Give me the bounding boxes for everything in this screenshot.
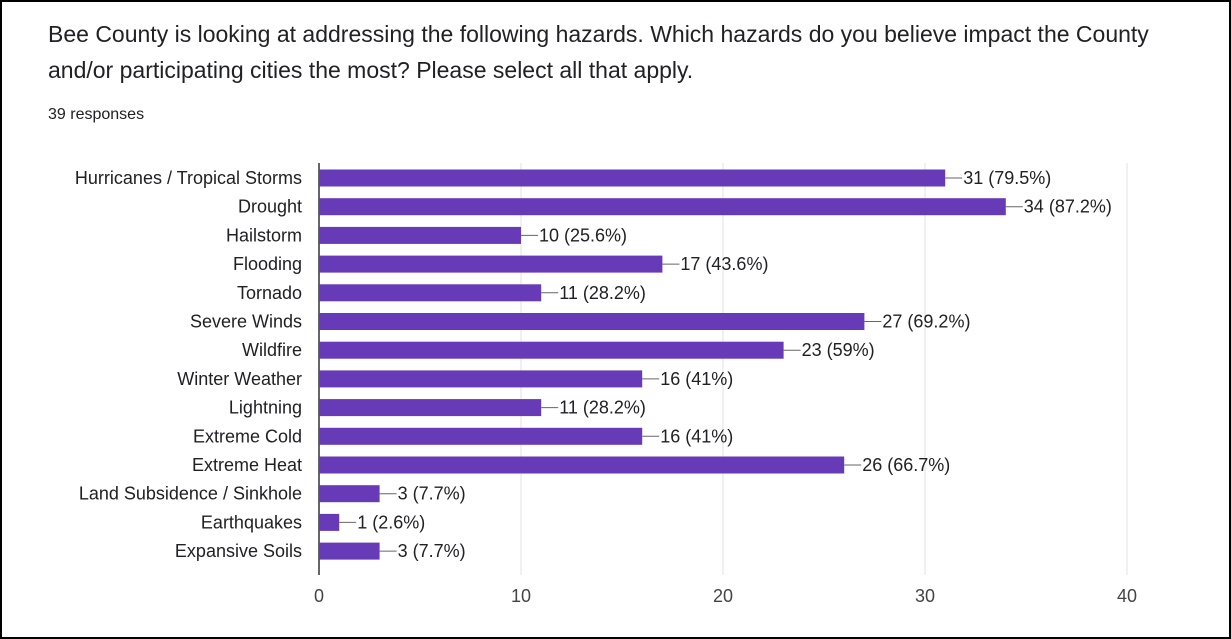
category-label: Extreme Heat [192,455,302,475]
category-label: Tornado [237,283,302,303]
data-label: 3 (7.7%) [398,484,466,504]
x-tick-label: 10 [511,586,531,606]
data-label: 16 (41%) [660,369,733,389]
bar[interactable] [319,198,1006,216]
bar[interactable] [319,456,845,474]
category-label: Wildfire [242,340,302,360]
data-labels: 31 (79.5%) 34 (87.2%) 10 (25.6%) 17 (43.6%)… [339,168,1112,561]
bar[interactable] [319,427,643,445]
category-label: Extreme Cold [193,426,302,446]
x-tick-label: 40 [1117,586,1137,606]
data-label: 16 (41%) [660,426,733,446]
bar[interactable] [319,226,521,244]
data-label: 34 (87.2%) [1024,197,1112,217]
category-label: Severe Winds [190,312,302,332]
bar[interactable] [319,313,865,330]
x-tick-label: 20 [713,586,733,606]
bar[interactable] [319,341,784,359]
bar[interactable] [319,255,663,273]
bar[interactable] [319,370,643,388]
data-label: 11 (28.2%) [559,398,646,418]
data-label: 10 (25.6%) [539,225,627,245]
category-label: Earthquakes [201,512,302,532]
category-labels: Hurricanes / Tropical Storms Drought Hails… [75,168,302,561]
category-label: Expansive Soils [175,541,302,561]
response-count: 39 responses [48,106,145,123]
question-title: Bee County is looking at addressing the … [48,21,1149,83]
category-label: Hailstorm [226,225,302,245]
bar[interactable] [319,399,542,417]
bar[interactable] [319,542,380,560]
data-label: 26 (66.7%) [862,455,950,475]
data-label: 1 (2.6%) [357,512,425,532]
category-label: Winter Weather [177,369,302,389]
data-label: 23 (59%) [802,340,875,360]
category-label: Land Subsidence / Sinkhole [79,484,302,504]
category-label: Hurricanes / Tropical Storms [75,168,302,188]
data-label: 27 (69.2%) [882,312,970,332]
x-tick-label: 30 [915,586,935,606]
data-label: 17 (43.6%) [680,254,768,274]
category-label: Lightning [229,398,302,418]
chart-bars [319,169,1006,560]
bar[interactable] [319,169,946,187]
category-label: Flooding [233,254,302,274]
bar[interactable] [319,513,340,531]
x-axis-ticks: 0 10 20 30 40 [314,586,1137,606]
data-label: 11 (28.2%) [559,283,646,303]
bar[interactable] [319,485,380,503]
data-label: 31 (79.5%) [963,168,1051,188]
category-label: Drought [238,197,302,217]
data-label: 3 (7.7%) [398,541,466,561]
bar[interactable] [319,284,542,302]
x-tick-label: 0 [314,586,324,606]
